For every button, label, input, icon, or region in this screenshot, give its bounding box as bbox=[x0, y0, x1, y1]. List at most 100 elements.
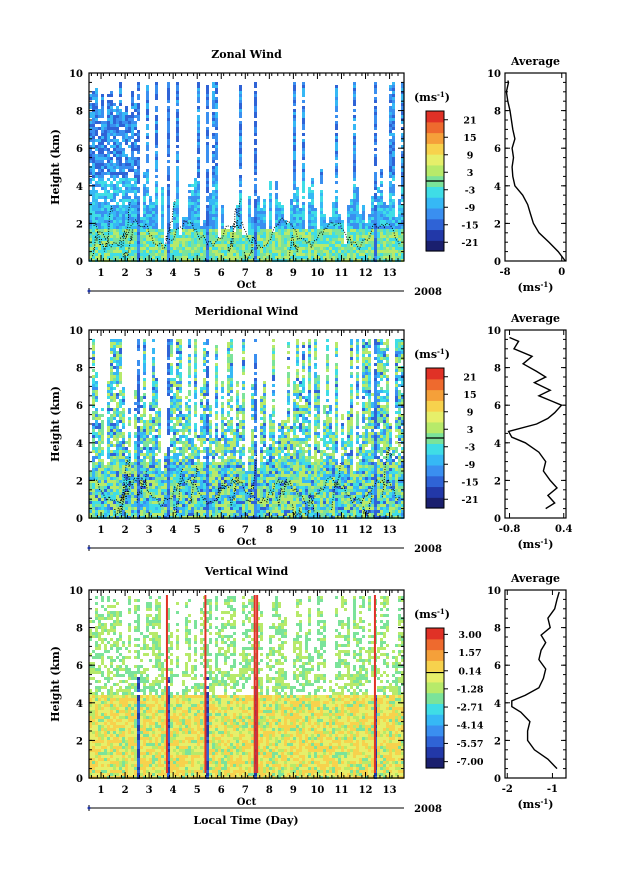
colorbar-band bbox=[426, 660, 444, 672]
colorbar: 21 15 9 3 -3 -9 -15 -21 (ms-1) bbox=[414, 347, 479, 509]
average-x-tick-label: 0 bbox=[558, 267, 565, 278]
x-tick-label: 7 bbox=[242, 268, 249, 279]
average-y-tick-label: 4 bbox=[494, 699, 501, 710]
x-tick-label: 7 bbox=[242, 525, 249, 536]
colorbar-band bbox=[426, 207, 444, 220]
colorbar-tick-label: 9 bbox=[467, 407, 474, 418]
x-tick-label: 6 bbox=[218, 785, 225, 796]
axis-start-marker bbox=[87, 546, 91, 550]
colorbar-tick-label: 15 bbox=[463, 133, 476, 144]
colorbar-tick-label: 3 bbox=[467, 425, 474, 436]
y-tick-label: 10 bbox=[69, 69, 83, 80]
y-tick-label: 10 bbox=[69, 586, 83, 597]
year-label: 2008 bbox=[414, 544, 442, 555]
colorbar-band bbox=[426, 197, 444, 209]
panel-title: Meridional Wind bbox=[195, 305, 299, 318]
y-tick-label: 2 bbox=[76, 219, 83, 230]
colorbar-tick-label: -21 bbox=[461, 238, 478, 249]
x-axis-label: Local Time (Day) bbox=[193, 814, 298, 827]
colorbar-band bbox=[426, 218, 444, 231]
average-y-tick-label: 2 bbox=[494, 219, 501, 230]
x-tick-label: 3 bbox=[146, 785, 153, 796]
x-tick-label: 13 bbox=[383, 785, 397, 796]
colorbar-band bbox=[426, 421, 444, 434]
colorbar-tick-label: -9 bbox=[465, 460, 476, 471]
average-x-tick-label: -2 bbox=[502, 784, 513, 795]
colorbar-tick-label: -5.57 bbox=[456, 739, 483, 750]
average-profile-line bbox=[505, 80, 566, 262]
average-title: Average bbox=[510, 572, 560, 585]
colorbar-tick-label: 3 bbox=[467, 168, 474, 179]
average-frame bbox=[504, 72, 567, 262]
x-tick-label: 2 bbox=[122, 525, 129, 536]
y-axis: 0 2 4 6 8 10 bbox=[69, 586, 404, 785]
x-tick-label: 13 bbox=[383, 268, 397, 279]
average-y-tick-label: 2 bbox=[494, 736, 501, 747]
y-axis-label: Height (km) bbox=[49, 386, 62, 462]
x-tick-label: 2 bbox=[122, 785, 129, 796]
average-x-label: (ms-1) bbox=[517, 537, 553, 551]
average-x-tick-label: 0.4 bbox=[555, 524, 572, 535]
x-tick-label: 10 bbox=[310, 785, 324, 796]
average-y-tick-label: 2 bbox=[494, 476, 501, 487]
colorbar-tick-label: 0.14 bbox=[458, 666, 482, 677]
heatmap-field bbox=[89, 339, 404, 519]
average-x-tick-label: -1 bbox=[547, 784, 558, 795]
colorbar-band bbox=[426, 411, 444, 423]
average-y-tick-label: 0 bbox=[494, 514, 501, 525]
x-tick-label: 11 bbox=[335, 525, 349, 536]
colorbar-tick-label: 21 bbox=[463, 115, 476, 126]
y-tick-label: 2 bbox=[76, 736, 83, 747]
colorbar-band bbox=[426, 186, 444, 198]
average-y-tick-label: 4 bbox=[494, 182, 501, 193]
colorbar-tick-label: 9 bbox=[467, 150, 474, 161]
average-y-tick-label: 10 bbox=[487, 326, 501, 337]
colorbar-tick-label: -1.28 bbox=[456, 684, 483, 695]
colorbar-band bbox=[426, 486, 444, 498]
colorbar-unit: (ms-1) bbox=[414, 347, 450, 361]
colorbar-band bbox=[426, 154, 444, 166]
colorbar-tick-label: 3.00 bbox=[458, 630, 482, 641]
average-y-tick-label: 4 bbox=[494, 439, 501, 450]
colorbar-tick-label: -15 bbox=[461, 477, 478, 488]
colorbar-unit: (ms-1) bbox=[414, 90, 450, 104]
x-tick-label: 9 bbox=[290, 525, 297, 536]
average-profile-line bbox=[507, 336, 563, 510]
x-tick-label: 8 bbox=[266, 525, 273, 536]
zero-contours bbox=[93, 446, 401, 517]
panel-title: Zonal Wind bbox=[211, 48, 282, 61]
colorbar-tick-label: 1.57 bbox=[458, 648, 481, 659]
month-label: Oct bbox=[237, 797, 257, 808]
x-tick-label: 3 bbox=[146, 525, 153, 536]
y-tick-label: 4 bbox=[76, 699, 83, 710]
average-y-tick-label: 6 bbox=[494, 661, 501, 672]
y-tick-label: 0 bbox=[76, 514, 83, 525]
colorbar-band bbox=[426, 132, 444, 144]
colorbar-band bbox=[426, 671, 444, 683]
colorbar-frame bbox=[425, 627, 445, 769]
x-tick-label: 5 bbox=[194, 268, 201, 279]
y-tick-label: 8 bbox=[76, 364, 83, 375]
average-x-label: (ms-1) bbox=[517, 797, 553, 811]
average-x-tick-label: -0.8 bbox=[499, 524, 521, 535]
y-tick-label: 8 bbox=[76, 107, 83, 118]
colorbar-tick-label: -3 bbox=[465, 185, 476, 196]
x-tick-label: 6 bbox=[218, 268, 225, 279]
heatmap-field bbox=[89, 595, 404, 779]
average-y-tick-label: 8 bbox=[494, 364, 501, 375]
average-y-tick-label: 0 bbox=[494, 257, 501, 268]
y-axis-label: Height (km) bbox=[49, 129, 62, 205]
x-tick-label: 9 bbox=[290, 785, 297, 796]
average-y-tick-label: 8 bbox=[494, 624, 501, 635]
x-tick-label: 9 bbox=[290, 268, 297, 279]
colorbar-band bbox=[426, 240, 444, 252]
colorbar-band bbox=[426, 681, 444, 694]
colorbar-tick-label: -9 bbox=[465, 203, 476, 214]
colorbar-tick-label: 21 bbox=[463, 372, 476, 383]
heatmap-field bbox=[89, 82, 404, 262]
average-y-tick-label: 6 bbox=[494, 401, 501, 412]
year-label: 2008 bbox=[414, 804, 442, 815]
colorbar-band bbox=[426, 229, 444, 241]
colorbar-band bbox=[426, 111, 444, 123]
